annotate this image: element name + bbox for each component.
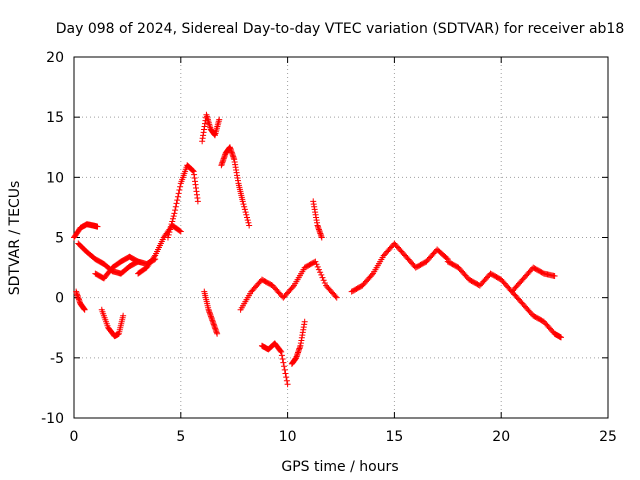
data-point	[277, 347, 284, 354]
data-point	[318, 271, 325, 278]
chart-title: Day 098 of 2024, Sidereal Day-to-day VTE…	[56, 21, 625, 37]
data-point	[289, 283, 296, 290]
data-point	[214, 330, 221, 337]
data-point	[314, 263, 321, 270]
data-point	[171, 210, 178, 217]
data-points	[71, 111, 565, 388]
y-tick-label: -10	[41, 411, 64, 427]
data-point	[120, 312, 127, 319]
data-point	[243, 211, 250, 218]
data-point	[174, 193, 181, 200]
x-tick-label: 25	[599, 429, 617, 445]
data-point	[283, 374, 290, 381]
grid	[74, 57, 608, 418]
y-tick-label: 5	[55, 231, 64, 247]
data-point	[368, 271, 375, 278]
data-point	[175, 190, 182, 197]
data-point	[169, 215, 176, 222]
x-tick-label: 0	[70, 429, 79, 445]
data-point	[283, 377, 290, 384]
data-point	[281, 363, 288, 370]
data-point	[173, 200, 180, 207]
data-point	[172, 207, 179, 214]
data-point	[279, 356, 286, 363]
y-tick-label: 15	[46, 110, 64, 126]
data-point	[318, 234, 325, 241]
data-point	[176, 227, 183, 234]
data-point	[313, 261, 320, 268]
data-point	[320, 277, 327, 284]
data-point	[167, 226, 174, 233]
y-tick-label: 20	[46, 50, 64, 66]
data-point	[551, 273, 558, 280]
data-point	[242, 209, 249, 216]
data-point	[169, 218, 176, 225]
data-point	[189, 166, 196, 173]
data-point	[166, 229, 173, 236]
data-point	[189, 167, 196, 174]
data-point	[168, 221, 175, 228]
data-point	[216, 116, 223, 123]
data-point	[177, 228, 184, 235]
data-point	[321, 279, 328, 286]
data-point	[315, 266, 322, 273]
data-point	[167, 223, 174, 230]
data-point	[194, 198, 201, 205]
y-tick-label: -5	[50, 351, 64, 367]
data-point	[165, 231, 172, 238]
data-point	[301, 318, 308, 325]
data-point	[284, 381, 291, 388]
x-tick-label: 15	[385, 429, 403, 445]
x-tick-label: 20	[492, 429, 510, 445]
data-point	[281, 366, 288, 373]
data-point	[443, 255, 450, 262]
data-point	[172, 203, 179, 210]
y-tick-label: 10	[46, 170, 64, 186]
data-point	[333, 294, 340, 301]
data-point	[170, 213, 177, 220]
data-point	[239, 198, 246, 205]
data-point	[176, 187, 183, 194]
data-point	[558, 334, 565, 341]
axis-ticks: 0 5 10 15 20 25 -10 -5 0 5 10 15 20	[41, 50, 617, 445]
data-point	[174, 197, 181, 204]
y-tick-label: 0	[55, 291, 64, 307]
data-point	[246, 222, 253, 229]
x-axis-label: GPS time / hours	[281, 459, 398, 475]
data-point	[94, 223, 101, 230]
data-point	[245, 219, 252, 226]
data-point	[81, 306, 88, 313]
data-point	[282, 370, 289, 377]
data-point	[241, 206, 248, 213]
data-point	[332, 293, 339, 300]
data-point	[280, 359, 287, 366]
x-tick-label: 10	[279, 429, 297, 445]
y-axis-label: SDTVAR / TECUs	[7, 181, 23, 296]
data-point	[177, 183, 184, 190]
data-point	[240, 201, 247, 208]
data-point	[164, 234, 171, 241]
data-point	[317, 269, 324, 276]
data-point	[151, 253, 158, 260]
data-point	[312, 258, 319, 265]
x-tick-label: 5	[176, 429, 185, 445]
data-point	[278, 352, 285, 359]
data-point	[244, 217, 251, 224]
data-point	[278, 348, 285, 355]
data-point	[244, 214, 251, 221]
data-point	[241, 203, 248, 210]
data-point	[319, 274, 326, 281]
